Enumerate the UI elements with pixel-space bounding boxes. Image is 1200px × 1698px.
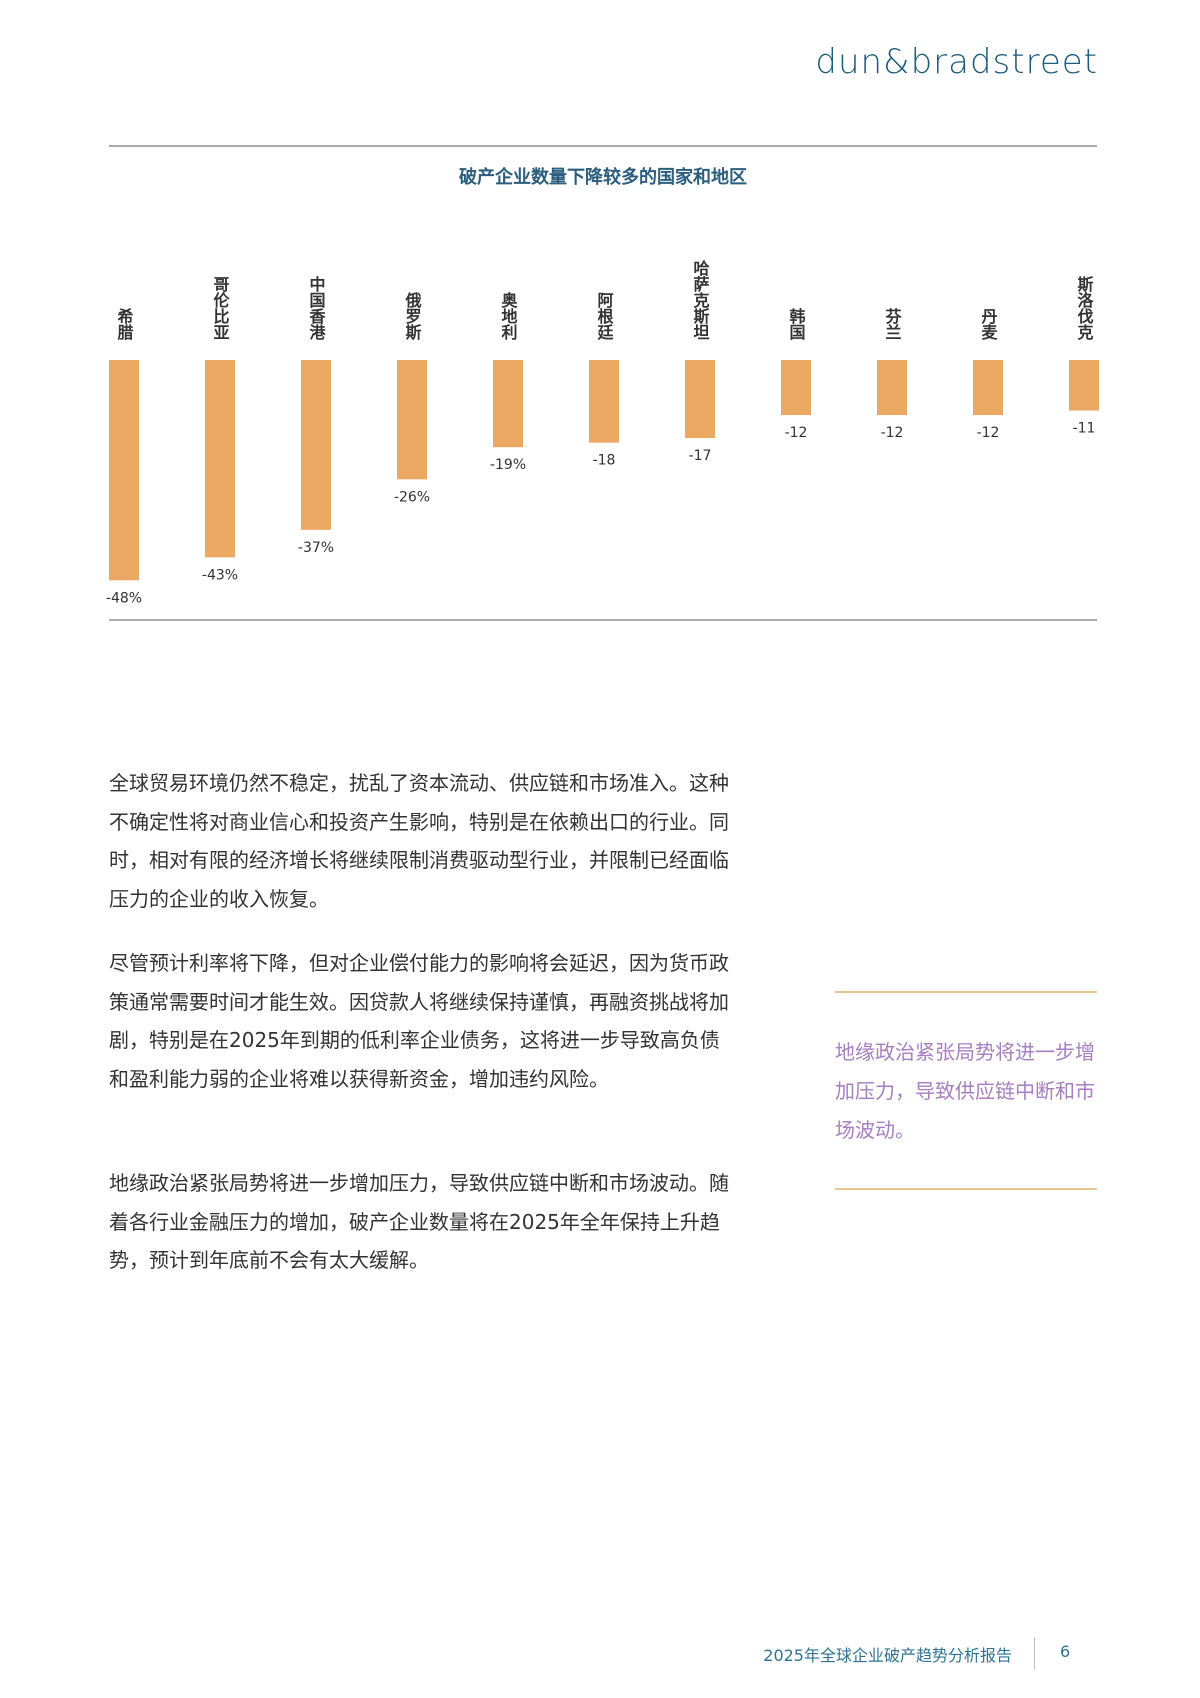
paragraph: 全球贸易环境仍然不稳定，扰乱了资本流动、供应链和市场准入。这种不确定性将对商业信… (109, 771, 729, 911)
bar (109, 360, 139, 581)
footer-title: 2025年全球企业破产趋势分析报告 (763, 1646, 1012, 1665)
data-label: -48% (106, 590, 142, 606)
data-label: -43% (202, 567, 238, 583)
bar (301, 360, 331, 530)
category-label: 哈萨克斯坦 (691, 259, 710, 340)
data-label: -18 (593, 453, 616, 469)
category-label: 哥伦比亚 (211, 276, 230, 340)
bar (397, 360, 427, 480)
data-label: -12 (785, 425, 808, 441)
paragraph: 尽管预计利率将下降，但对企业偿付能力的影响将会延迟，因为货币政策通常需要时间才能… (109, 951, 729, 1091)
chart-title: 破产企业数量下降较多的国家和地区 (459, 166, 747, 188)
bar (205, 360, 235, 558)
category-label: 韩国 (787, 307, 806, 341)
data-label: -37% (298, 540, 334, 556)
chart: 破产企业数量下降较多的国家和地区 -48% 希腊 -43% 哥伦比亚 -37% 中国香港 -… (106, 145, 1099, 621)
category-label: 中国香港 (307, 275, 327, 341)
page-number: 6 (1060, 1642, 1071, 1661)
logo: dun&bradstreet (815, 42, 1098, 82)
footer-separator (1034, 1637, 1035, 1669)
bar (1069, 360, 1099, 411)
data-label: -17 (689, 448, 712, 464)
data-label: -26% (394, 489, 430, 505)
category-label: 芬兰 (883, 307, 903, 340)
category-label: 斯洛伐克 (1075, 275, 1094, 341)
data-label: -11 (1073, 420, 1096, 436)
bar (877, 360, 907, 416)
category-label: 希腊 (115, 307, 134, 341)
category-label: 丹麦 (979, 308, 998, 341)
bar (493, 360, 523, 448)
category-label: 俄罗斯 (403, 291, 423, 341)
data-label: -19% (490, 457, 526, 473)
category-label: 奥地利 (499, 291, 518, 341)
quote: 地缘政治紧张局势将进一步增加压力，导致供应链中断和市场波动。 (835, 1040, 1095, 1142)
category-label: 阿根廷 (595, 292, 615, 341)
bar (685, 360, 715, 439)
bar (781, 360, 811, 416)
data-label: -12 (977, 425, 1000, 441)
bar (589, 360, 619, 443)
paragraph: 地缘政治紧张局势将进一步增加压力，导致供应链中断和市场波动。随着各行业金融压力的… (109, 1171, 729, 1272)
data-label: -12 (881, 425, 904, 441)
quote-box: 地缘政治紧张局势将进一步增加压力，导致供应链中断和市场波动。 (835, 991, 1097, 1190)
bar (973, 360, 1003, 416)
